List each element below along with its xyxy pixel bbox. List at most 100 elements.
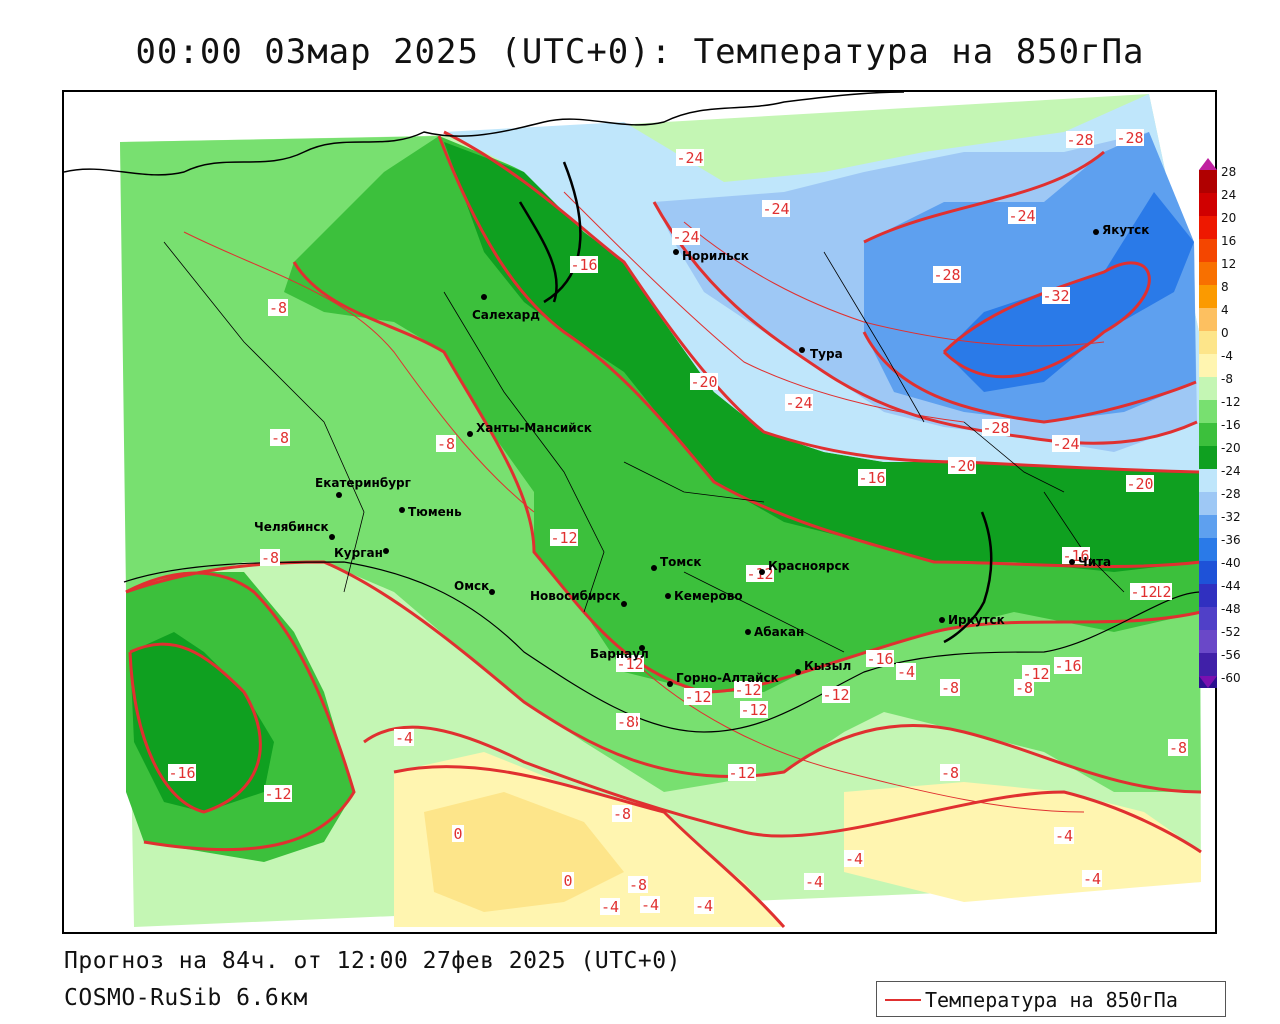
contour-label-bg — [616, 713, 636, 730]
contour-label: -8 — [1015, 679, 1033, 697]
city-marker — [939, 617, 945, 623]
contour-label-bg — [896, 663, 916, 680]
city-marker — [621, 601, 627, 607]
contour-label-bg — [1082, 870, 1102, 887]
contour-label-bg — [948, 457, 976, 474]
colorbar-tick-label: -60 — [1221, 671, 1241, 685]
contour-label: -8 — [271, 429, 289, 447]
contour-label-bg — [1168, 739, 1188, 756]
contour-label-bg — [1054, 827, 1074, 844]
contour-label-bg — [640, 896, 660, 913]
contour-label-bg — [940, 764, 960, 781]
contour-label: -8 — [617, 713, 635, 731]
contour-label-bg — [1066, 131, 1094, 148]
contour-label: -4 — [805, 873, 823, 891]
contour-label-bg — [1014, 679, 1034, 696]
lake-baikal — [943, 511, 993, 644]
colorbar-segment — [1199, 469, 1217, 493]
city-label: Чита — [1078, 555, 1111, 569]
contour-label-bg — [452, 825, 464, 842]
contour-label: -8 — [269, 299, 287, 317]
colorbar-segment — [1199, 308, 1217, 332]
city-label: Ханты-Мансийск — [476, 421, 592, 435]
colorbar-segment — [1199, 538, 1217, 562]
city-marker — [665, 593, 671, 599]
contour-label-bg — [762, 200, 790, 217]
colorbar-tick-label: -16 — [1221, 418, 1241, 432]
contour-label-bg — [600, 898, 620, 915]
contour-label: -16 — [168, 764, 195, 782]
colorbar-tick-label: 0 — [1221, 326, 1229, 340]
contour-label-bg — [562, 872, 574, 889]
city-label: Новосибирск — [530, 589, 620, 603]
contour-label-bg — [1054, 657, 1082, 674]
contour-label: -4 — [1055, 827, 1073, 845]
city-marker — [759, 569, 765, 575]
city-label: Салехард — [472, 308, 540, 322]
colorbar-tick-label: 4 — [1221, 303, 1229, 317]
contour-label: -28 — [1116, 129, 1143, 147]
city-marker — [795, 669, 801, 675]
city-label: Курган — [334, 546, 383, 560]
contour-label: -24 — [1052, 435, 1079, 453]
borders — [64, 92, 1202, 733]
isotherm-lines — [125, 130, 1202, 928]
contour-label: -12 — [822, 686, 849, 704]
contour-label: 0 — [453, 825, 462, 843]
city-marker — [467, 431, 473, 437]
contour-label: -4 — [1083, 870, 1101, 888]
contour-label: -12 — [684, 688, 711, 706]
contour-label: -24 — [762, 200, 789, 218]
colorbar-max-arrow — [1199, 158, 1217, 170]
colorbar-tick-label: -12 — [1221, 395, 1241, 409]
contour-label: -20 — [1126, 475, 1153, 493]
colorbar-tick-label: -28 — [1221, 487, 1241, 501]
colorbar-tick-label: -36 — [1221, 533, 1241, 547]
contour-label-bg — [550, 529, 578, 546]
colorbar-tick-label: -4 — [1221, 349, 1233, 363]
contour-label-bg — [612, 805, 632, 822]
contour-label: -16 — [866, 650, 893, 668]
colorbar-segment — [1199, 492, 1217, 516]
contour-label: -12 — [728, 764, 755, 782]
contour-label: -12 — [616, 655, 643, 673]
colorbar-min-arrow — [1199, 676, 1217, 688]
contour-label: -12 — [1130, 583, 1157, 601]
map-title: 00:00 03мар 2025 (UTC+0): Температура на… — [135, 32, 1145, 72]
colorbar — [1199, 158, 1217, 688]
isotherm-minus-16-southwest — [128, 642, 262, 814]
isotherm-thin-4 — [623, 651, 1085, 813]
contour-label-bg — [1062, 547, 1090, 564]
contour-label: -4 — [845, 850, 863, 868]
city-marker — [329, 534, 335, 540]
map-frame[interactable]: -24 -24 -24 -28 -28 -24 -16 -28 -32 -20 -24 -28 -24 -… — [62, 90, 1217, 934]
city-marker — [745, 629, 751, 635]
city-marker — [336, 492, 342, 498]
contour-label-bg — [982, 419, 1010, 436]
colorbar-tick-label: 12 — [1221, 257, 1237, 271]
contour-label: -16 — [1054, 657, 1081, 675]
contour-label-bg — [785, 394, 813, 411]
colorbar-segment — [1199, 285, 1217, 309]
city-marker — [639, 645, 645, 651]
contour-label: -32 — [1042, 287, 1069, 305]
contour-label-bg — [676, 149, 704, 166]
colorbar-segment — [1199, 446, 1217, 470]
colorbar-tick-label: -32 — [1221, 510, 1241, 524]
contour-label: -24 — [676, 149, 703, 167]
city-marker — [383, 548, 389, 554]
colorbar-tick-label: -44 — [1221, 579, 1241, 593]
contour-label-bg — [940, 679, 960, 696]
legend: Температура на 850гПа — [876, 981, 1226, 1017]
city-marker — [481, 294, 487, 300]
city-marker — [667, 681, 673, 687]
band-minus-16-southwest — [130, 632, 274, 812]
isotherm-minus-28 — [862, 150, 1197, 424]
colorbar-segment — [1199, 607, 1217, 631]
contour-label: -8 — [941, 679, 959, 697]
contour-label-bg — [260, 549, 280, 566]
contour-label-bg — [168, 764, 196, 781]
temperature-map[interactable]: -24 -24 -24 -28 -28 -24 -16 -28 -32 -20 -24 -28 -24 -… — [64, 92, 1215, 932]
city-label: Барнаул — [590, 647, 649, 661]
colorbar-tick-label: -52 — [1221, 625, 1241, 639]
